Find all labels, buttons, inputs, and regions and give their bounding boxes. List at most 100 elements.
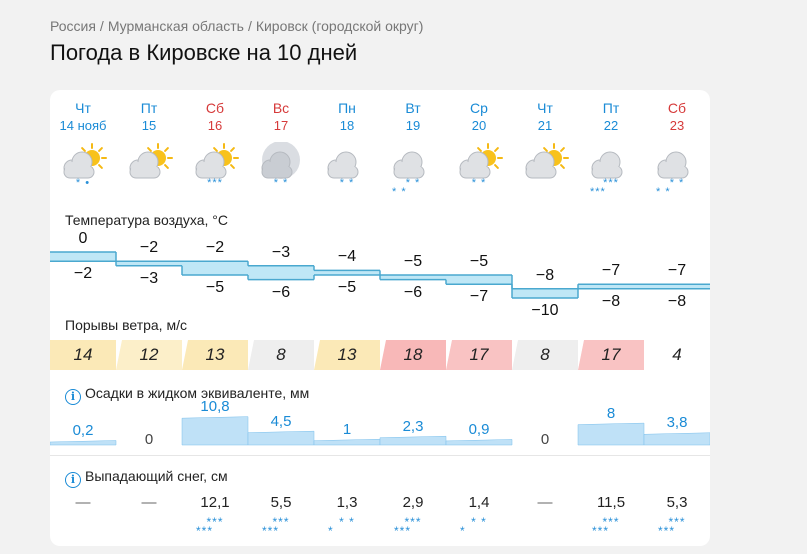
- temp-min: −5: [205, 279, 225, 296]
- snowflake-row: ***: [262, 524, 280, 538]
- precip-flakes: * •: [50, 177, 116, 189]
- day-column[interactable]: Пт 15: [116, 90, 182, 210]
- precip-flakes: * * * *: [644, 177, 710, 198]
- gust-cell: 8: [512, 340, 578, 370]
- day-column[interactable]: Чт 21: [512, 90, 578, 210]
- snow-flakes: *** ***: [248, 515, 314, 538]
- day-of-week: Ср: [470, 100, 488, 116]
- day-of-week: Пн: [338, 100, 356, 116]
- temp-range-bar: [380, 275, 446, 280]
- snowflake-row: ***: [658, 524, 676, 538]
- sun-cloud-snow-icon: [459, 143, 503, 179]
- day-column[interactable]: Вс 17 * *: [248, 90, 314, 210]
- sun-cloud-icon: [129, 143, 173, 179]
- temp-max: −5: [403, 253, 423, 270]
- snowflake-row: * *: [273, 177, 289, 189]
- precip-value: 1: [342, 420, 352, 438]
- forecast-card: Чт 14 нояб * • Пт 15 Сб 16 *** Вс 17 * * Пн 18 * * Вт 1…: [50, 90, 710, 546]
- temp-max: −7: [667, 262, 687, 280]
- gusts-section-title: Порывы ветра, м/с: [65, 317, 187, 333]
- temp-min: −6: [271, 283, 291, 301]
- precipitation-chart: [50, 416, 710, 446]
- temp-range-bar: [578, 284, 644, 289]
- divider: [50, 455, 710, 456]
- gust-cell: 4: [644, 340, 710, 370]
- snow-value: 1,3: [336, 494, 358, 511]
- snow-flakes: *** ***: [182, 516, 248, 538]
- day-of-week: Сб: [667, 100, 687, 116]
- temp-range-bar: [446, 275, 512, 285]
- precip-flakes: ***: [182, 177, 248, 189]
- snowflake-row: * •: [75, 177, 91, 189]
- temp-min: −6: [403, 283, 423, 301]
- precip-value: 0: [540, 431, 550, 448]
- temp-min: −7: [469, 288, 489, 306]
- snowflake-row: * *: [471, 177, 487, 189]
- temperature-section-title: Температура воздуха, °C: [65, 212, 228, 228]
- precip-bar: [379, 435, 447, 446]
- breadcrumb-link[interactable]: Мурманская область: [107, 18, 244, 34]
- snowflake-row: *: [328, 524, 334, 538]
- snowflake-row: * *: [339, 515, 355, 529]
- snow-section-label: Выпадающий снег, см: [85, 468, 228, 484]
- breadcrumb: Россия / Мурманская область / Кировск (город…: [50, 18, 423, 34]
- temp-min: −8: [667, 292, 687, 310]
- day-column[interactable]: Чт 14 нояб * •: [50, 90, 116, 210]
- breadcrumb-link[interactable]: Кировск (городской округ): [255, 18, 424, 34]
- info-icon[interactable]: i: [65, 389, 81, 405]
- cloud-snow-icon: [393, 151, 425, 179]
- day-of-week: Сб: [205, 100, 225, 116]
- temp-min: −8: [601, 292, 621, 310]
- breadcrumb-separator: /: [99, 18, 104, 34]
- day-column[interactable]: Вт 19 * * * *: [380, 90, 446, 210]
- precip-value: 10,8: [200, 398, 230, 416]
- day-column[interactable]: Сб 16 ***: [182, 90, 248, 210]
- precip-section-title[interactable]: i Осадки в жидком эквиваленте, мм: [65, 385, 309, 405]
- snow-value: 12,1: [200, 494, 230, 511]
- snowflake-row: * *: [656, 186, 671, 198]
- snowflake-row: ***: [603, 177, 619, 189]
- temp-range-bar: [314, 270, 380, 275]
- temp-max: −5: [469, 253, 489, 270]
- precip-bar: [181, 416, 249, 446]
- snowflake-row: ***: [272, 515, 290, 529]
- snowflake-row: ***: [394, 524, 412, 538]
- gust-cell: 17: [446, 340, 512, 370]
- day-date: 15: [141, 118, 157, 133]
- gust-cell: 13: [182, 340, 248, 370]
- sun-cloud-icon: [525, 143, 569, 179]
- info-icon[interactable]: i: [65, 472, 81, 488]
- day-column[interactable]: Пн 18 * *: [314, 90, 380, 210]
- cloud-snow-icon: [657, 151, 689, 179]
- snow-value: 1,4: [468, 494, 490, 511]
- snowflake-row: ***: [196, 524, 214, 538]
- precip-flakes: * *: [248, 177, 314, 189]
- snowflake-row: ***: [602, 515, 620, 529]
- temp-range-bar: [248, 265, 314, 280]
- snowflake-row: * *: [669, 177, 685, 189]
- temp-range-bar: [116, 261, 182, 266]
- precip-bar: [577, 422, 645, 446]
- day-date: 17: [273, 118, 289, 133]
- snow-value: —: [537, 494, 553, 511]
- precip-value: 0,9: [468, 420, 490, 438]
- precip-bar: [247, 430, 315, 446]
- temp-max: −3: [271, 243, 291, 261]
- snow-section-title[interactable]: i Выпадающий снег, см: [65, 468, 228, 488]
- day-column[interactable]: Сб 23 * * * *: [644, 90, 710, 210]
- snow-value: 2,9: [402, 494, 424, 511]
- precip-flakes: * * * *: [380, 178, 446, 198]
- breadcrumb-link[interactable]: Россия: [50, 18, 96, 34]
- precip-flakes: * *: [446, 177, 512, 189]
- precip-flakes: * *: [314, 178, 380, 189]
- snow-flakes: * * *: [314, 515, 380, 538]
- precip-section-label: Осадки в жидком эквиваленте, мм: [85, 385, 310, 401]
- snowflake-row: ***: [404, 515, 422, 529]
- day-column[interactable]: Ср 20 * *: [446, 90, 512, 210]
- snowflake-row: ***: [207, 177, 223, 189]
- snowflake-row: ***: [592, 524, 610, 538]
- snow-value: 5,5: [270, 494, 292, 511]
- day-column[interactable]: Пт 22 *** ***: [578, 90, 644, 210]
- temp-min: −5: [337, 279, 357, 296]
- day-of-week: Пт: [602, 100, 620, 116]
